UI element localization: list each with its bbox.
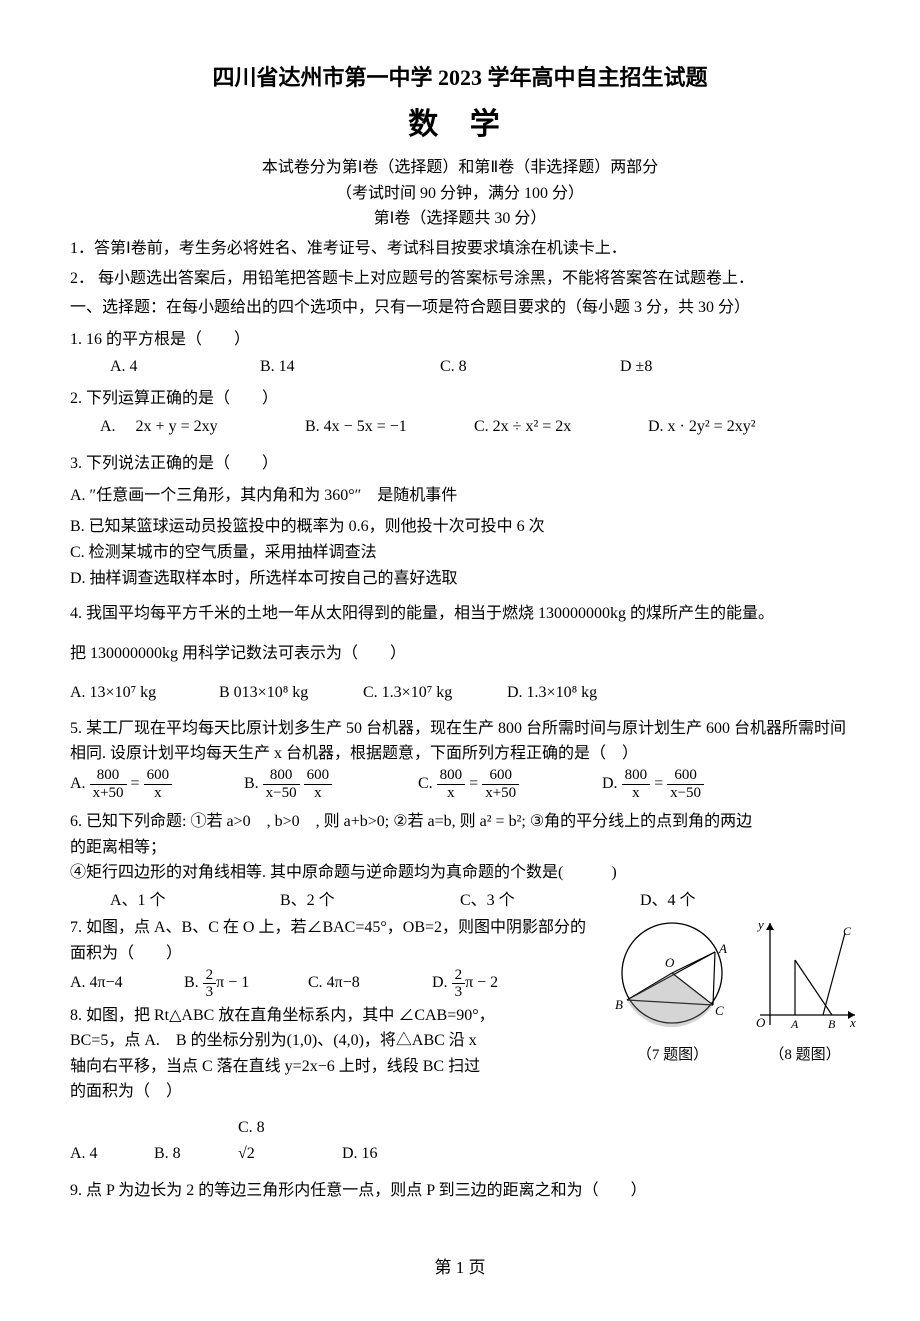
q6-opt-a: A、1 个 [110, 888, 240, 914]
svg-text:O: O [665, 955, 675, 970]
q8-options: A. 4 B. 8 C. 8√2 D. 16 [70, 1115, 850, 1166]
q8-l3: 轴向右平移，当点 C 落在直线 y=2x−6 上时，线段 BC 扫过 [70, 1054, 570, 1080]
q6-opt-b: B、2 个 [280, 888, 420, 914]
header-sub2: （考试时间 90 分钟，满分 100 分） [70, 181, 850, 207]
instruction-1: 1．答第Ⅰ卷前，考生务必将姓名、准考证号、考试科目按要求填涂在机读卡上． [70, 236, 850, 262]
q8-opt-c: C. 8√2 [238, 1115, 318, 1166]
q1-text: 1. 16 的平方根是（ ） [70, 327, 850, 353]
svg-text:A: A [718, 941, 727, 956]
q7-opt-b: B. 23π − 1 [184, 967, 304, 1001]
svg-text:A: A [790, 1017, 799, 1031]
q2-opt-c: C. 2x ÷ x² = 2x [474, 414, 624, 440]
q1-opt-a: A. 4 [110, 354, 220, 380]
svg-text:B: B [615, 997, 623, 1012]
q7-opt-a: A. 4π−4 [70, 970, 180, 996]
q8-opt-a: A. 4 [70, 1141, 130, 1167]
q1-opt-b: B. 14 [260, 354, 400, 380]
q3-opt-b: B. 已知某篮球运动员投篮投中的概率为 0.6，则他投十次可投中 6 次 [70, 514, 850, 540]
q5-options: A. 800x+50 = 600x B. 800x−50 600x C. 800… [70, 767, 850, 801]
q5-opt-d: D. 800x = 600x−50 [602, 767, 704, 801]
q2-text: 2. 下列运算正确的是（ ） [70, 386, 850, 412]
q1-opt-d: D ±8 [620, 354, 652, 380]
instruction-2: 2． 每小题选出答案后，用铅笔把答题卡上对应题号的答案标号涂黑，不能将答案答在试… [70, 266, 850, 292]
figure-q7: O A B C （7 题图） [605, 915, 740, 1067]
q6-opt-d: D、4 个 [640, 888, 696, 914]
q8-opt-b: B. 8 [154, 1141, 214, 1167]
q5-opt-c: C. 800x = 600x+50 [418, 767, 598, 801]
q7-opt-c: C. 4π−8 [308, 970, 428, 996]
q3-opt-c: C. 检测某城市的空气质量，采用抽样调查法 [70, 540, 850, 566]
svg-text:O: O [756, 1015, 766, 1030]
q6-opt-c: C、3 个 [460, 888, 600, 914]
q8-l4: 的面积为（ ） [70, 1079, 570, 1105]
q1-options: A. 4 B. 14 C. 8 D ±8 [70, 354, 850, 380]
q2-opt-a: A. 2x + y = 2xy [100, 414, 265, 440]
q5-opt-a: A. 800x+50 = 600x [70, 767, 240, 801]
header-sub1: 本试卷分为第Ⅰ卷（选择题）和第Ⅱ卷（非选择题）两部分 [70, 155, 850, 181]
q8-opt-d: D. 16 [342, 1141, 378, 1167]
q4-text1: 4. 我国平均每平方千米的土地一年从太阳得到的能量，相当于燃烧 13000000… [70, 601, 850, 627]
header-sub3: 第Ⅰ卷（选择题共 30 分） [70, 206, 850, 232]
exam-title: 四川省达州市第一中学 2023 学年高中自主招生试题 [70, 60, 850, 95]
q8-l2: BC=5，点 A. B 的坐标分别为(1,0)、(4,0)，将△ABC 沿 x [70, 1028, 570, 1054]
section-header: 一、选择题：在每小题给出的四个选项中，只有一项是符合题目要求的（每小题 3 分，… [70, 295, 850, 321]
q2-options: A. 2x + y = 2xy B. 4x − 5x = −1 C. 2x ÷ … [70, 414, 850, 440]
svg-text:C: C [843, 924, 852, 938]
q7-opt-d: D. 23π − 2 [432, 967, 498, 1001]
q4-options: A. 13×10⁷ kg B 013×10⁸ kg C. 1.3×10⁷ kg … [70, 680, 850, 706]
q6-text3: ④矩行四边形的对角线相等. 其中原命题与逆命题均为真命题的个数是( ) [70, 860, 850, 886]
q8-l1: 8. 如图，把 Rt△ABC 放在直角坐标系内，其中 ∠CAB=90°， [70, 1003, 570, 1029]
svg-text:B: B [828, 1017, 836, 1031]
q6-text2: 的距离相等； [70, 835, 850, 861]
q4-text2: 把 130000000kg 用科学记数法可表示为（ ） [70, 641, 850, 667]
svg-text:x: x [849, 1015, 856, 1030]
q9-text: 9. 点 P 为边长为 2 的等边三角形内任意一点，则点 P 到三边的距离之和为… [70, 1178, 850, 1204]
q2-opt-b: B. 4x − 5x = −1 [305, 414, 450, 440]
q6-text1: 6. 已知下列命题: ①若 a>0 , b>0 , 则 a+b>0; ②若 a=… [70, 809, 850, 835]
q3-opt-d: D. 抽样调查选取样本时，所选样本可按自己的喜好选取 [70, 566, 850, 592]
q2-opt-d: D. x · 2y² = 2xy² [648, 414, 756, 440]
q7-text: 7. 如图，点 A、B、C 在 O 上，若∠BAC=45°，OB=2，则图中阴影… [70, 915, 590, 966]
svg-text:y: y [756, 917, 764, 932]
q4-opt-c: C. 1.3×10⁷ kg [363, 680, 493, 706]
q4-opt-b: B 013×10⁸ kg [219, 680, 349, 706]
q3-text: 3. 下列说法正确的是（ ） [70, 451, 850, 477]
q3-opt-a: A. ″任意画一个三角形，其内角和为 360°″ 是随机事件 [70, 483, 850, 509]
q4-opt-a: A. 13×10⁷ kg [70, 680, 200, 706]
svg-text:C: C [715, 1003, 724, 1018]
q1-opt-c: C. 8 [440, 354, 580, 380]
q4-opt-d: D. 1.3×10⁸ kg [507, 680, 597, 706]
figure-q8: O x y A B C （8 题图） [750, 915, 860, 1067]
q5-opt-b: B. 800x−50 600x [244, 767, 414, 801]
q5-text: 5. 某工厂现在平均每天比原计划多生产 50 台机器，现在生产 800 台所需时… [70, 716, 850, 767]
subject-title: 数 学 [70, 101, 850, 149]
page-number: 第 1 页 [70, 1254, 850, 1281]
q6-options: A、1 个 B、2 个 C、3 个 D、4 个 [70, 888, 850, 914]
